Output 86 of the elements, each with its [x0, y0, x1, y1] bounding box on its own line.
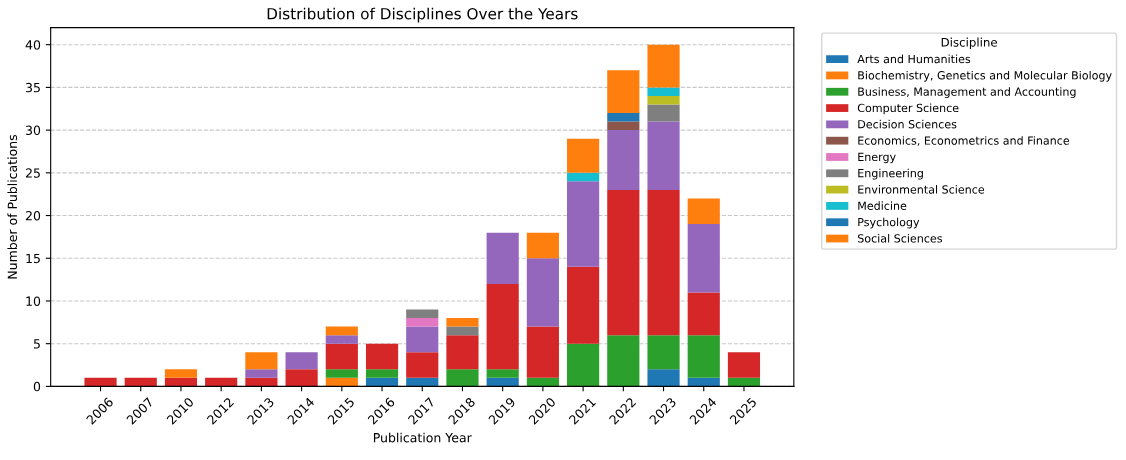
- bar: [647, 95, 680, 105]
- legend-label: Social Sciences: [857, 233, 943, 243]
- y-tick-label: 40: [25, 40, 41, 50]
- bar: [647, 189, 680, 336]
- y-tick-label: 0: [33, 381, 41, 392]
- bar: [325, 343, 358, 370]
- legend-label: Medicine: [858, 201, 907, 210]
- bar: [325, 369, 358, 378]
- bar: [607, 113, 640, 122]
- legend-label: Biochemistry, Genetics and Molecular Biology: [858, 70, 1112, 82]
- bar: [406, 352, 439, 378]
- bar: [607, 130, 640, 190]
- bar: [526, 326, 559, 378]
- bar: [124, 377, 157, 387]
- bar: [687, 224, 720, 293]
- bar: [567, 138, 600, 173]
- y-axis-title: Number of Publications: [7, 134, 18, 279]
- bar: [647, 335, 680, 370]
- bar: [486, 377, 519, 387]
- y-tick-label: 10: [26, 296, 41, 306]
- legend-label: Psychology: [858, 217, 920, 229]
- bar: [446, 335, 479, 370]
- legend-label: Computer Science: [857, 103, 959, 115]
- bar: [245, 352, 278, 370]
- y-tick-label: 15: [26, 253, 40, 264]
- bar: [285, 352, 318, 370]
- bar: [406, 309, 439, 319]
- legend-title: Discipline: [941, 37, 998, 50]
- bar: [567, 343, 600, 387]
- legend-label: Engineering: [858, 168, 923, 180]
- y-tick-label: 25: [25, 168, 40, 178]
- bar: [526, 258, 559, 327]
- y-tick-label: 5: [33, 339, 40, 349]
- chart-title: Distribution of Disciplines Over the Years: [267, 7, 578, 23]
- legend-label: Energy: [858, 152, 896, 164]
- bar: [486, 232, 519, 284]
- bar: [567, 266, 600, 344]
- bar: [607, 189, 640, 336]
- bar: [406, 318, 439, 327]
- legend-label: Arts and Humanities: [857, 54, 971, 64]
- bar: [526, 377, 559, 387]
- bar: [245, 377, 278, 387]
- bar: [164, 369, 198, 378]
- bar: [406, 326, 439, 353]
- bar: [727, 352, 761, 378]
- bar: [486, 283, 519, 370]
- bar: [607, 335, 640, 387]
- bar: [325, 326, 358, 336]
- legend-label: Economics, Econometrics and Finance: [858, 136, 1070, 146]
- bar: [486, 369, 519, 378]
- bar: [205, 377, 238, 387]
- bar: [607, 121, 640, 131]
- y-tick-label: 35: [25, 82, 40, 93]
- y-tick-label: 20: [25, 211, 41, 221]
- legend-label: Decision Sciences: [858, 119, 957, 129]
- bar: [727, 377, 761, 387]
- y-tick-label: 30: [25, 125, 41, 136]
- bar: [446, 369, 479, 387]
- bar: [365, 343, 399, 370]
- legend-label: Environmental Science: [858, 185, 985, 194]
- bar: [687, 292, 720, 336]
- bar: [84, 377, 117, 387]
- legend-label: Business, Management and Accounting: [858, 87, 1076, 98]
- bar: [285, 369, 318, 387]
- bar: [687, 198, 720, 225]
- bar: [647, 121, 680, 190]
- bar: [325, 335, 358, 344]
- bar: [607, 70, 640, 114]
- bar: [687, 335, 720, 378]
- bar: [687, 377, 720, 387]
- bar: [526, 232, 559, 259]
- x-axis-title: Publication Year: [373, 432, 472, 443]
- bar: [647, 87, 680, 96]
- bar: [567, 172, 600, 182]
- bar: [164, 377, 198, 387]
- bar: [647, 44, 680, 88]
- bar: [647, 369, 680, 387]
- bar: [647, 104, 680, 122]
- bar: [446, 326, 479, 336]
- bar: [325, 377, 358, 387]
- bar: [365, 369, 399, 378]
- bar: [245, 369, 278, 378]
- bar: [406, 377, 439, 387]
- bar: [567, 181, 600, 267]
- bar: [365, 377, 399, 387]
- bar: [446, 318, 479, 327]
